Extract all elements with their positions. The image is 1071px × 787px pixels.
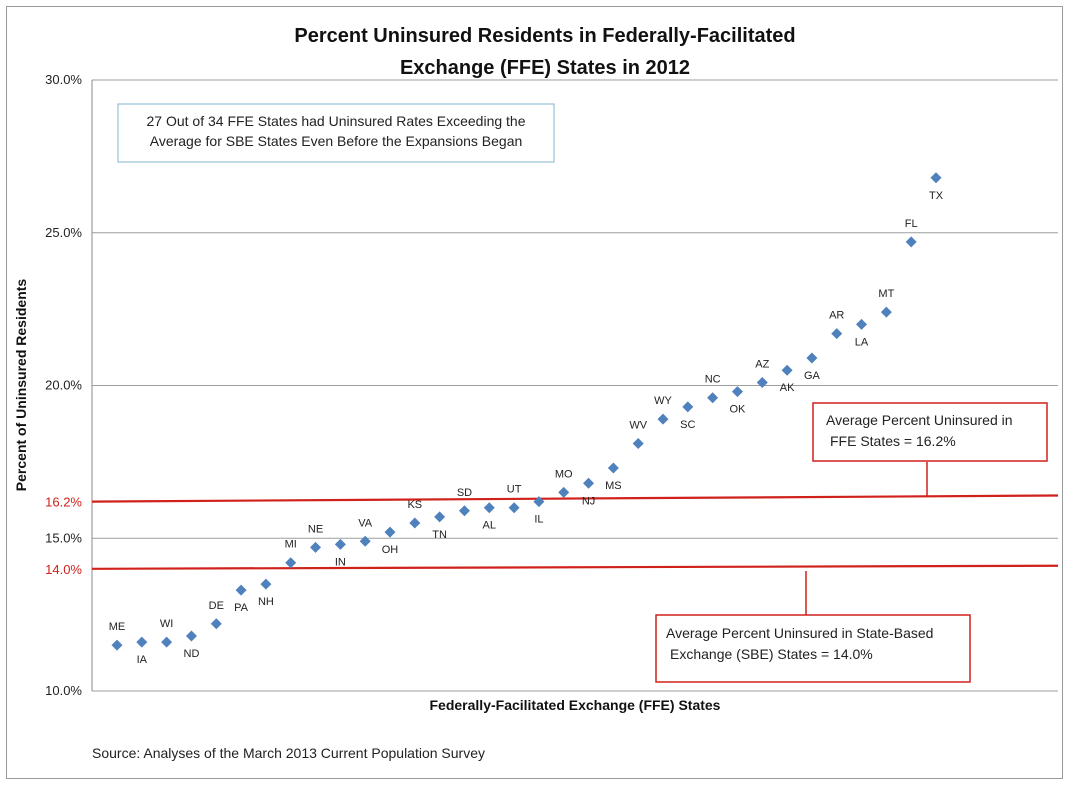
y-tick-label: 20.0% — [45, 378, 82, 393]
data-point-ia — [136, 636, 148, 648]
top-note-box — [117, 103, 555, 163]
data-point-al — [483, 502, 495, 514]
data-point-de — [210, 618, 222, 630]
x-axis-label: Federally-Facilitated Exchange (FFE) Sta… — [430, 697, 721, 713]
data-point-il — [533, 496, 545, 508]
y-tick-label: 15.0% — [45, 530, 82, 545]
data-point-ak — [781, 364, 793, 376]
data-point-tx — [930, 172, 942, 184]
point-label-mt: MT — [878, 288, 894, 300]
reference-line-label: 14.0% — [45, 562, 82, 577]
point-label-al: AL — [483, 520, 496, 532]
top-note-line-2: Average for SBE States Even Before the E… — [150, 133, 523, 149]
data-point-sd — [458, 505, 470, 517]
point-label-ar: AR — [829, 310, 844, 322]
ffe-average-box — [812, 402, 1048, 462]
point-label-nj: NJ — [582, 495, 595, 507]
reference-lines: 16.2% 14.0% — [45, 494, 1059, 577]
data-point-tn — [434, 511, 446, 523]
point-label-ga: GA — [804, 370, 821, 382]
point-label-de: DE — [209, 600, 224, 612]
reference-line-label: 16.2% — [45, 495, 82, 510]
point-label-tx: TX — [929, 190, 944, 202]
data-point-ut — [508, 502, 520, 514]
data-point-nc — [707, 392, 719, 404]
data-point-ne — [310, 541, 322, 553]
point-label-pa: PA — [234, 602, 249, 614]
y-axis-label: Percent of Uninsured Residents — [13, 279, 29, 492]
ffe-box-line-1: Average Percent Uninsured in — [826, 412, 1013, 428]
data-point-wi — [161, 636, 173, 648]
data-point-wy — [657, 413, 669, 425]
point-label-tn: TN — [432, 529, 447, 541]
point-label-mo: MO — [555, 468, 573, 480]
reference-line — [91, 564, 1059, 570]
point-label-ne: NE — [308, 523, 323, 535]
chart-title-line-2: Exchange (FFE) States in 2012 — [400, 57, 690, 79]
point-label-wi: WI — [160, 618, 173, 630]
ffe-box-line-2: FFE States = 16.2% — [830, 433, 956, 449]
point-label-me: ME — [109, 621, 126, 633]
point-label-la: LA — [855, 336, 869, 348]
sbe-box-line-1: Average Percent Uninsured in State-Based — [666, 625, 933, 641]
point-label-sd: SD — [457, 487, 472, 499]
y-tick-label: 25.0% — [45, 225, 82, 240]
point-label-ia: IA — [137, 654, 148, 666]
point-label-wy: WY — [654, 395, 672, 407]
point-label-nc: NC — [705, 374, 721, 386]
chart-title-line-1: Percent Uninsured Residents in Federally… — [294, 25, 795, 47]
data-point-va — [359, 535, 371, 547]
data-point-sc — [682, 401, 694, 413]
point-label-ms: MS — [605, 480, 622, 492]
data-point-wv — [632, 438, 644, 450]
data-point-ms — [607, 462, 619, 474]
y-tick-label: 10.0% — [45, 683, 82, 698]
data-point-az — [756, 376, 768, 388]
data-point-in — [334, 538, 346, 550]
data-point-mo — [558, 486, 570, 498]
data-point-ok — [731, 386, 743, 398]
data-point-ar — [831, 328, 843, 340]
data-point-ks — [409, 517, 421, 529]
data-point-ga — [806, 352, 818, 364]
point-label-ut: UT — [507, 484, 522, 496]
point-label-nd: ND — [184, 648, 200, 660]
data-point-fl — [905, 236, 917, 248]
point-label-fl: FL — [905, 218, 918, 230]
point-label-ks: KS — [407, 499, 422, 511]
point-label-nh: NH — [258, 596, 274, 608]
data-point-nh — [260, 578, 272, 590]
point-label-in: IN — [335, 556, 346, 568]
point-label-sc: SC — [680, 419, 695, 431]
top-note-line-1: 27 Out of 34 FFE States had Uninsured Ra… — [147, 113, 526, 129]
data-point-mi — [285, 557, 297, 569]
data-point-me — [111, 639, 123, 651]
point-label-ak: AK — [780, 382, 795, 394]
point-label-az: AZ — [755, 358, 769, 370]
data-point-oh — [384, 526, 396, 538]
y-axis-ticks: 10.0% 15.0% 20.0% 25.0% 30.0% — [45, 72, 82, 698]
data-point-mt — [880, 306, 892, 318]
data-point-nd — [185, 630, 197, 642]
sbe-box-line-2: Exchange (SBE) States = 14.0% — [670, 646, 873, 662]
data-points: ME IA WI ND DE PA NH MI NE IN VA OH KS TN SD AL UT IL MO NJ… — [109, 172, 944, 666]
point-label-wv: WV — [629, 420, 647, 432]
y-tick-label: 30.0% — [45, 72, 82, 87]
point-label-ok: OK — [730, 404, 747, 416]
sbe-average-box — [655, 614, 971, 683]
point-label-va: VA — [358, 517, 373, 529]
data-point-pa — [235, 584, 247, 596]
point-label-il: IL — [534, 514, 543, 526]
gridlines — [92, 79, 1058, 692]
point-label-mi: MI — [285, 539, 297, 551]
point-label-oh: OH — [382, 544, 399, 556]
source-note: Source: Analyses of the March 2013 Curre… — [92, 745, 485, 761]
data-point-nj — [583, 477, 595, 489]
data-point-la — [856, 318, 868, 330]
reference-line — [91, 494, 1059, 503]
